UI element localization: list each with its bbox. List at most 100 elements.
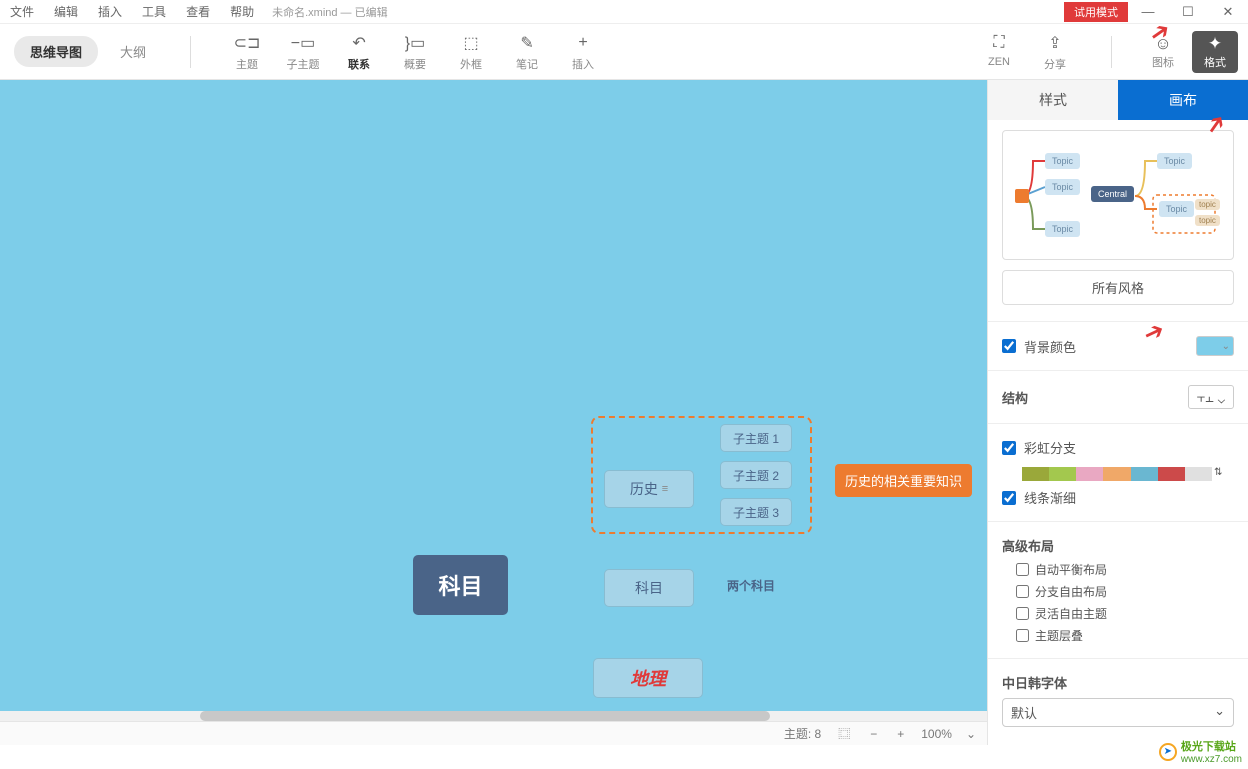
window-controls: — ☐ ✕ — [1128, 4, 1248, 20]
format-button[interactable]: ✦格式 — [1192, 31, 1238, 73]
rainbow-checkbox[interactable] — [1002, 441, 1016, 455]
tab-style[interactable]: 样式 — [988, 80, 1118, 120]
markers-button[interactable]: ☺图标 — [1140, 34, 1186, 70]
auto-balance-checkbox[interactable] — [1016, 563, 1029, 576]
trial-badge[interactable]: 试用模式 — [1064, 2, 1128, 22]
preview-topic: Topic — [1045, 179, 1080, 195]
summary-icon: }▭ — [387, 32, 443, 54]
brush-icon: ✦ — [1192, 34, 1238, 54]
bgcolor-checkbox[interactable] — [1002, 339, 1016, 353]
format-panel: 样式 画布 Topic Topic Topic Central Topic — [988, 80, 1248, 745]
cjk-font-select[interactable]: 默认 ⌄ — [1002, 698, 1234, 727]
connectors — [0, 80, 300, 230]
smiley-icon: ☺ — [1140, 34, 1186, 54]
preview-subtopic: topic — [1195, 199, 1220, 210]
free-topic-checkbox[interactable] — [1016, 607, 1029, 620]
right-panel-buttons: ☺图标 ✦格式 — [1140, 31, 1238, 73]
central-topic[interactable]: 科目 — [413, 555, 508, 615]
bgcolor-picker[interactable] — [1196, 336, 1234, 356]
chevron-down-icon[interactable]: ⌄ — [966, 727, 976, 741]
tool-insert[interactable]: +插入 — [555, 32, 611, 72]
menu-file[interactable]: 文件 — [0, 0, 44, 23]
preview-topic: Topic — [1045, 221, 1080, 237]
menu-tools[interactable]: 工具 — [132, 0, 176, 23]
structure-select[interactable]: ⫟⫠ ⌄ — [1188, 385, 1234, 409]
panel-body: Topic Topic Topic Central Topic Topic to… — [988, 120, 1248, 737]
preview-topic: Topic — [1045, 153, 1080, 169]
preview-subtopic: topic — [1195, 215, 1220, 226]
tab-canvas[interactable]: 画布 — [1118, 80, 1248, 120]
tool-group-insert: ⊂⊐主题 −▭子主题 ↶联系 }▭概要 ⬚外框 ✎笔记 +插入 — [219, 32, 611, 72]
statusbar: 主题: 8 ⿴ − + 100% ⌄ — [0, 721, 988, 745]
insert-icon: + — [555, 32, 611, 54]
tool-boundary[interactable]: ⬚外框 — [443, 32, 499, 72]
zoom-out-button[interactable]: − — [867, 727, 880, 741]
bgcolor-label: 背景颜色 — [1024, 337, 1188, 356]
tool-group-right: ⛶ZEN ⇪分享 — [971, 32, 1083, 72]
menu-help[interactable]: 帮助 — [220, 0, 264, 23]
tool-share[interactable]: ⇪分享 — [1027, 32, 1083, 72]
note-icon: ✎ — [499, 32, 555, 54]
all-styles-button[interactable]: 所有风格 — [1002, 270, 1234, 305]
toolbar: 思维导图 大纲 ⊂⊐主题 −▭子主题 ↶联系 }▭概要 ⬚外框 ✎笔记 +插入 … — [0, 24, 1248, 80]
topic-count: 主题: 8 — [784, 725, 821, 742]
tool-note[interactable]: ✎笔记 — [499, 32, 555, 72]
separator — [190, 36, 191, 68]
filename-label: 未命名.xmind — 已编辑 — [272, 4, 388, 20]
titlebar: 文件 编辑 插入 工具 查看 帮助 未命名.xmind — 已编辑 试用模式 —… — [0, 0, 1248, 24]
share-icon: ⇪ — [1027, 32, 1083, 54]
mindmap-canvas[interactable]: 科目 历史 ≡ 科目 地理 子主题 1 子主题 2 子主题 3 历史的相关重要知… — [0, 80, 987, 745]
tool-subtopic[interactable]: −▭子主题 — [275, 32, 331, 72]
minimize-button[interactable]: — — [1128, 4, 1168, 20]
free-branch-checkbox[interactable] — [1016, 585, 1029, 598]
tool-topic[interactable]: ⊂⊐主题 — [219, 32, 275, 72]
callout-topic[interactable]: 历史的相关重要知识 — [835, 464, 972, 497]
style-preview[interactable]: Topic Topic Topic Central Topic Topic to… — [1002, 130, 1234, 260]
topic-geography[interactable]: 地理 — [593, 658, 703, 698]
topic-overlap-checkbox[interactable] — [1016, 629, 1029, 642]
palette-stepper[interactable]: ⇅ — [1214, 467, 1234, 478]
subtopic-icon: −▭ — [275, 32, 331, 54]
close-button[interactable]: ✕ — [1208, 4, 1248, 20]
panel-tabs: 样式 画布 — [988, 80, 1248, 120]
view-mindmap-pill[interactable]: 思维导图 — [14, 36, 98, 67]
watermark-logo-icon: ➤ — [1159, 743, 1177, 761]
menu-insert[interactable]: 插入 — [88, 0, 132, 23]
advanced-layout-title: 高级布局 — [1002, 536, 1234, 555]
rainbow-palette[interactable] — [1022, 467, 1212, 481]
tool-summary[interactable]: }▭概要 — [387, 32, 443, 72]
topic-subject[interactable]: 科目 — [604, 569, 694, 607]
watermark: ➤ 极光下载站 www.xz7.com — [1159, 738, 1242, 765]
maximize-button[interactable]: ☐ — [1168, 4, 1208, 20]
topic-icon: ⊂⊐ — [219, 32, 275, 54]
scrollbar-thumb[interactable] — [200, 711, 770, 721]
relationship-label[interactable]: 两个科目 — [727, 577, 775, 594]
map-overview-button[interactable]: ⿴ — [835, 725, 853, 742]
view-outline-pill[interactable]: 大纲 — [104, 36, 162, 67]
tool-zen[interactable]: ⛶ZEN — [971, 32, 1027, 72]
menu-view[interactable]: 查看 — [176, 0, 220, 23]
preview-root — [1015, 189, 1029, 203]
zen-icon: ⛶ — [971, 32, 1027, 54]
zoom-in-button[interactable]: + — [894, 727, 907, 741]
view-switcher: 思维导图 大纲 — [14, 36, 162, 67]
menu-edit[interactable]: 编辑 — [44, 0, 88, 23]
rainbow-label: 彩虹分支 — [1024, 438, 1234, 457]
boundary-box[interactable] — [591, 416, 812, 534]
menu-bar: 文件 编辑 插入 工具 查看 帮助 — [0, 0, 264, 23]
main-area: 科目 历史 ≡ 科目 地理 子主题 1 子主题 2 子主题 3 历史的相关重要知… — [0, 80, 1248, 745]
zoom-level[interactable]: 100% — [921, 727, 952, 741]
structure-label: 结构 — [1002, 388, 1180, 407]
relation-icon: ↶ — [331, 32, 387, 54]
separator — [1111, 36, 1112, 68]
preview-central: Central — [1091, 186, 1134, 202]
canvas-wrap: 科目 历史 ≡ 科目 地理 子主题 1 子主题 2 子主题 3 历史的相关重要知… — [0, 80, 988, 745]
taper-checkbox[interactable] — [1002, 491, 1016, 505]
preview-topic: Topic — [1159, 201, 1194, 217]
cjk-font-title: 中日韩字体 — [1002, 673, 1234, 692]
preview-topic: Topic — [1157, 153, 1192, 169]
horizontal-scrollbar[interactable] — [0, 711, 988, 721]
taper-label: 线条渐细 — [1024, 488, 1234, 507]
tool-relationship[interactable]: ↶联系 — [331, 32, 387, 72]
boundary-icon: ⬚ — [443, 32, 499, 54]
